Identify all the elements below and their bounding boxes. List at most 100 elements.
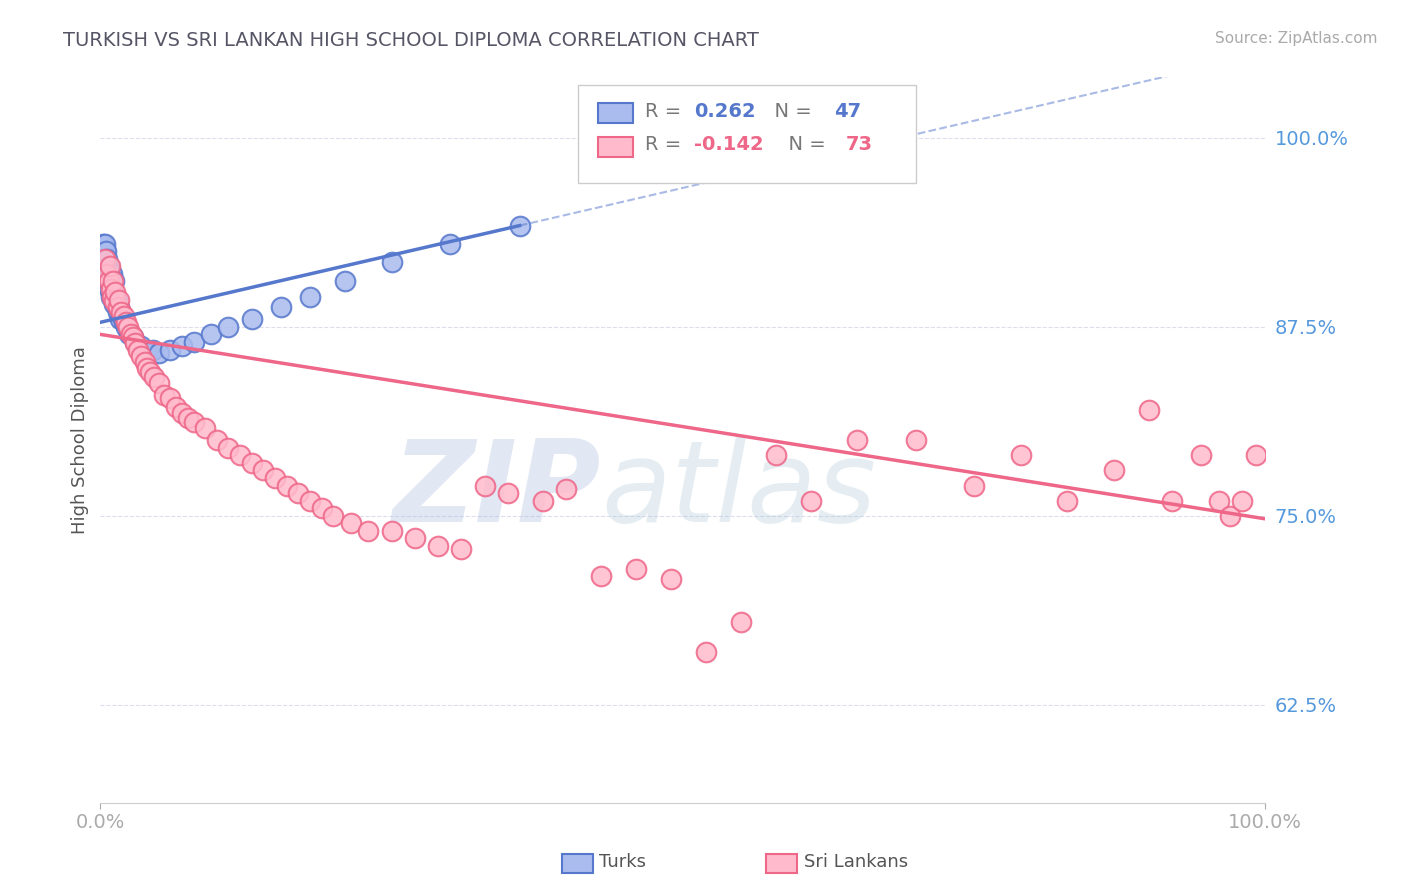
Point: [129, 339, 152, 353]
Point: [108, 300, 131, 314]
Text: 0.262: 0.262: [695, 102, 756, 121]
Point: [1056, 493, 1078, 508]
Point: [205, 434, 228, 448]
Point: [112, 310, 135, 324]
Point: [100, 269, 122, 284]
Point: [93, 267, 115, 281]
Point: [1010, 448, 1032, 462]
Point: [1219, 508, 1241, 523]
Text: 47: 47: [834, 102, 862, 121]
Point: [134, 354, 156, 368]
Point: [122, 330, 145, 344]
Point: [124, 336, 146, 351]
Point: [97, 282, 120, 296]
Point: [439, 236, 461, 251]
Point: [96, 252, 118, 266]
Text: Sri Lankans: Sri Lankans: [804, 853, 908, 871]
Point: [96, 267, 118, 281]
Point: [496, 486, 519, 500]
Point: [311, 501, 333, 516]
Point: [357, 524, 380, 538]
Point: [1189, 448, 1212, 462]
Point: [404, 532, 426, 546]
Point: [108, 293, 131, 307]
Point: [240, 312, 263, 326]
Point: [194, 421, 217, 435]
FancyBboxPatch shape: [578, 85, 915, 183]
Point: [97, 260, 120, 274]
Point: [183, 415, 205, 429]
Point: [142, 343, 165, 357]
Point: [624, 562, 647, 576]
Point: [103, 294, 125, 309]
Point: [96, 267, 118, 281]
Point: [127, 343, 149, 357]
Point: [112, 315, 135, 329]
Point: [148, 376, 170, 390]
Point: [509, 219, 531, 233]
Text: TURKISH VS SRI LANKAN HIGH SCHOOL DIPLOMA CORRELATION CHART: TURKISH VS SRI LANKAN HIGH SCHOOL DIPLOM…: [63, 31, 759, 50]
Point: [98, 264, 121, 278]
Point: [108, 312, 131, 326]
Y-axis label: High School Diploma: High School Diploma: [72, 346, 89, 534]
Point: [136, 345, 159, 359]
Text: N =: N =: [762, 102, 818, 121]
Point: [96, 244, 118, 259]
Point: [94, 252, 117, 266]
Point: [110, 308, 132, 322]
Text: Turks: Turks: [599, 853, 645, 871]
Text: 73: 73: [846, 136, 873, 154]
Point: [115, 315, 138, 329]
Point: [177, 410, 200, 425]
Text: -0.142: -0.142: [695, 136, 763, 154]
Point: [120, 327, 142, 342]
Point: [159, 391, 181, 405]
Point: [252, 463, 274, 477]
Point: [148, 345, 170, 359]
Point: [276, 478, 298, 492]
Text: Source: ZipAtlas.com: Source: ZipAtlas.com: [1215, 31, 1378, 46]
Point: [142, 369, 165, 384]
Point: [380, 524, 402, 538]
Point: [800, 493, 823, 508]
Point: [100, 282, 122, 296]
Point: [298, 290, 321, 304]
Point: [1230, 493, 1253, 508]
Point: [333, 275, 356, 289]
Point: [591, 569, 613, 583]
Point: [200, 327, 222, 342]
Bar: [598, 103, 633, 123]
Point: [96, 269, 118, 284]
Point: [107, 304, 129, 318]
Point: [165, 400, 187, 414]
Point: [380, 255, 402, 269]
Point: [846, 434, 869, 448]
Point: [117, 319, 139, 334]
Point: [105, 294, 128, 309]
Point: [270, 300, 292, 314]
Point: [963, 478, 986, 492]
Point: [531, 493, 554, 508]
Point: [107, 300, 129, 314]
Point: [93, 252, 115, 266]
Text: R =: R =: [645, 136, 688, 154]
Point: [136, 360, 159, 375]
Point: [153, 388, 176, 402]
Point: [427, 539, 450, 553]
Point: [240, 456, 263, 470]
Bar: [598, 137, 633, 157]
Point: [103, 275, 125, 289]
Point: [98, 275, 121, 289]
Point: [765, 448, 787, 462]
Point: [91, 236, 114, 251]
Point: [103, 297, 125, 311]
Text: ZIP: ZIP: [392, 435, 602, 547]
Point: [104, 290, 127, 304]
Point: [170, 339, 193, 353]
Point: [94, 260, 117, 274]
Point: [339, 516, 361, 531]
Point: [1137, 403, 1160, 417]
Point: [101, 275, 124, 289]
Point: [115, 319, 138, 334]
Point: [1161, 493, 1184, 508]
